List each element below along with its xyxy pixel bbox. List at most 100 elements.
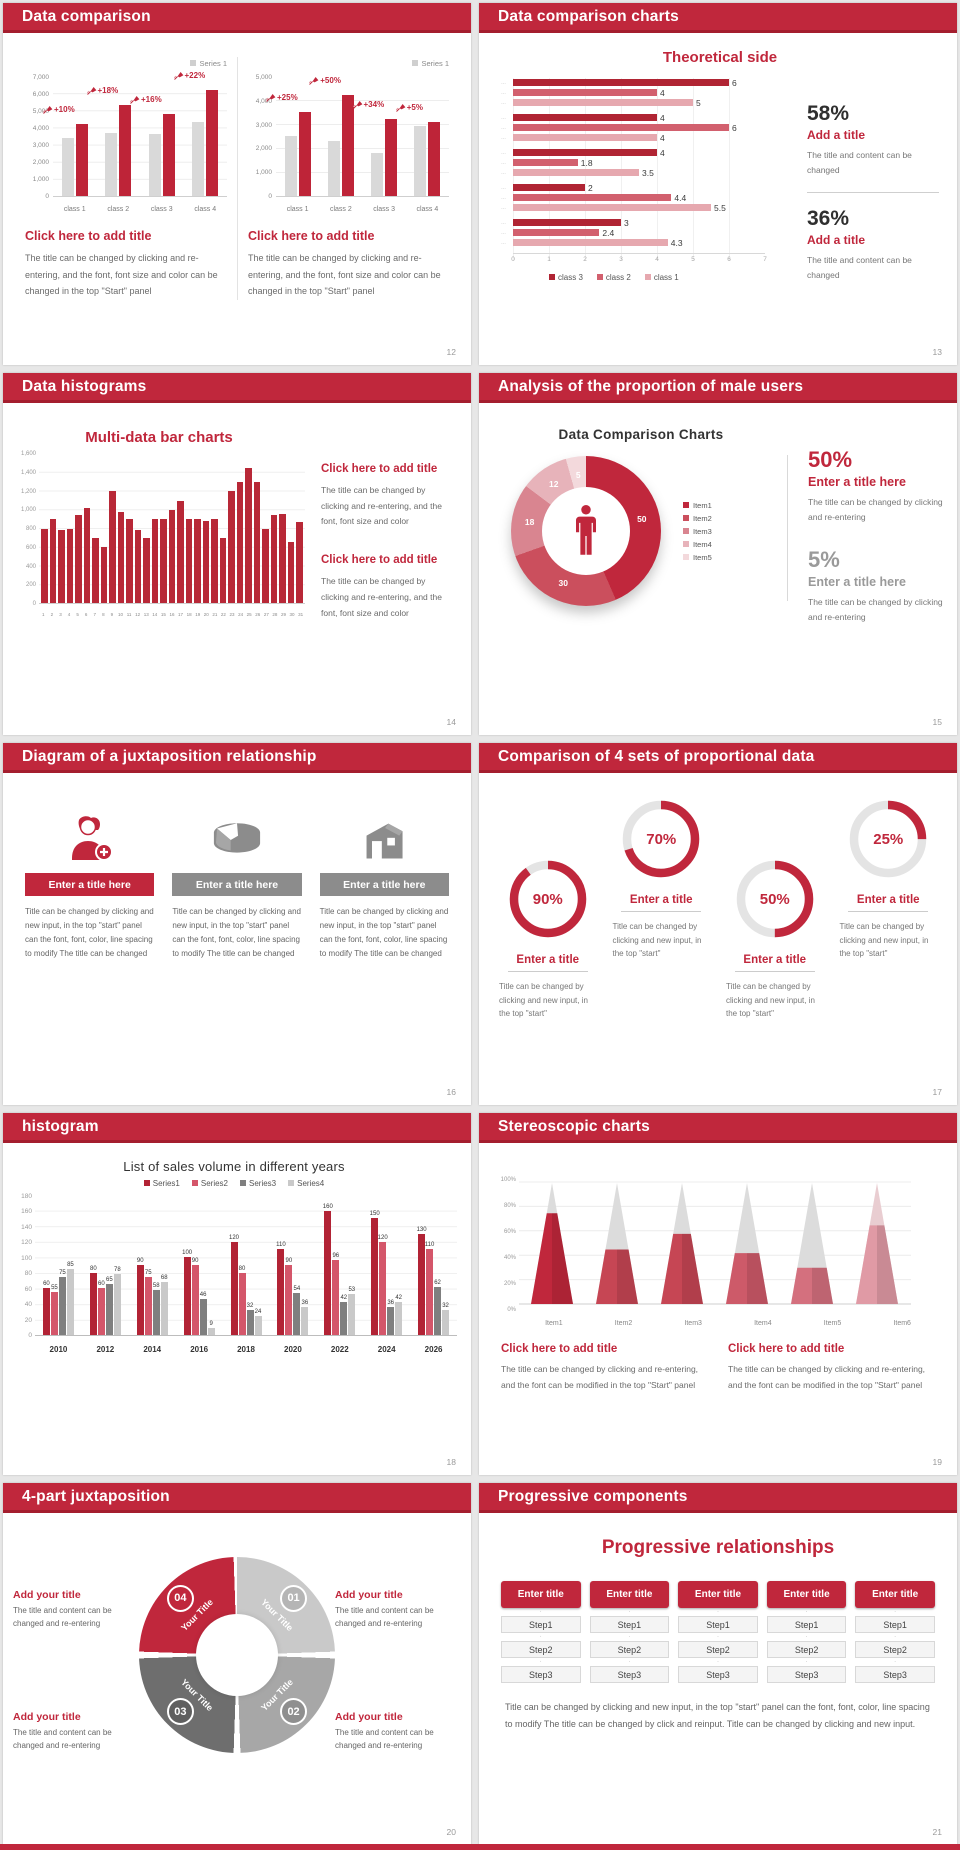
hbar (513, 239, 668, 246)
bar (270, 514, 278, 603)
bar (41, 528, 48, 603)
chart-legend: Item1 Item2 Item3 Item4 Item5 (683, 497, 712, 566)
enter-title-button: Enter title (766, 1581, 847, 1608)
value-label: 6 (732, 77, 737, 88)
pin-icon (309, 77, 319, 86)
slide-20-four-part[interactable]: 4-part juxtaposition Your Title 01 Your Ti… (3, 1483, 471, 1845)
building-icon (366, 823, 403, 859)
value-label: 78 (113, 1267, 121, 1274)
plot-area: +10% +18% +16% +22% (43, 71, 227, 197)
text-panel: Click here to add title The title can be… (493, 1343, 937, 1393)
bar-row: … 4.4 (501, 192, 793, 203)
bar-row: … 5.5 (501, 203, 793, 213)
bar-group: … 3… 2.4… 4.3 (501, 218, 793, 248)
slide-13-content: Theoretical side … 6… 4… 5… 4… 6… 4… 4… 1.8… 3.5…… (479, 33, 957, 283)
value-label: 42 (395, 1295, 403, 1302)
gauge-ring: 50% (733, 857, 817, 941)
bar-group: … 4… 6… 4 (501, 112, 793, 143)
bar-previous (148, 134, 161, 196)
diagram-title: Progressive relationships (601, 1537, 835, 1558)
bar (285, 1265, 293, 1335)
enter-title-button: Enter title (855, 1581, 935, 1608)
enter-title-button: Enter title (678, 1581, 758, 1608)
plot-area: 60 55 75 85 80 60 65 78 90 75 58 68 100 90 46 9 120 80 32 2… (35, 1196, 457, 1336)
slide-21-progressive[interactable]: Progressive components Progressive relat… (479, 1483, 957, 1845)
stat-percent: 58% (807, 102, 850, 125)
growth-badge: +10% (43, 104, 75, 114)
bar-group: … 6… 4… 5 (501, 77, 793, 108)
growth-badge: +50% (309, 75, 341, 85)
bar (49, 519, 57, 603)
value-label: 1.8 (580, 157, 593, 168)
step-box: Step2 (678, 1641, 758, 1658)
stat-percent: 50% (808, 447, 853, 472)
bar (254, 1316, 262, 1335)
slide-12-data-comparison[interactable]: Data comparison Series 1 7,000 6,000 5,000 4… (3, 3, 471, 365)
bar (426, 1249, 434, 1335)
slide-19-stereoscopic[interactable]: Stereoscopic charts 100% 80% 60% 40% 20% 0% It… (479, 1113, 957, 1475)
block-title: Click here to add title (321, 463, 438, 475)
block-title: Add your title (13, 1589, 81, 1601)
slide-15-male-users[interactable]: Analysis of the proportion of male users… (479, 373, 957, 735)
bar (177, 500, 184, 603)
slide-title: Data comparison (22, 7, 151, 25)
gauge-title: Enter a title (848, 894, 929, 912)
enter-title-button: Enter title (501, 1581, 581, 1608)
y-axis-labels: 180 160 140 120 100 80 60 40 20 0 (21, 1193, 32, 1339)
chart-legend: Series 1 (25, 57, 227, 69)
progressive-column: Enter title · Step1 · Step2 · Step3 (678, 1581, 758, 1683)
bar (117, 511, 125, 603)
value-label: 110 (276, 1242, 286, 1249)
bar-group: +25% (266, 77, 319, 196)
bar (293, 1293, 301, 1335)
connector-dot: · (628, 1609, 631, 1615)
connector-dot: · (805, 1634, 808, 1640)
gauge-body: Title can be changed by clicking and new… (839, 922, 929, 959)
bar-group: +16% (130, 77, 184, 196)
slide-16-juxtaposition[interactable]: Diagram of a juxtaposition relationship … (3, 743, 471, 1105)
bar (143, 537, 150, 603)
bar (199, 1299, 207, 1335)
bar-current (206, 89, 219, 196)
slide-20-content: Your Title 01 Your Title 02 Your Title 03 Your… (3, 1513, 471, 1842)
bar (262, 528, 269, 603)
value-label: 100 (182, 1250, 193, 1257)
connector-dot: · (539, 1659, 542, 1665)
gauge-body: Title can be changed by clicking and new… (612, 922, 702, 959)
slide-14-data-histograms[interactable]: Data histograms Multi-data bar charts 1,… (3, 373, 471, 735)
slide-21-content: Progressive relationships Enter title · St… (479, 1537, 957, 1733)
step-box: Step3 (766, 1666, 847, 1683)
bar-row: … 3.5 (501, 168, 793, 178)
slide-15-content: Data Comparison Charts 50 30 18 12 5 Item1 Ite… (479, 403, 957, 625)
stat-block: 50% Enter a title here The title can be … (808, 447, 943, 525)
stat-percent: 5% (808, 546, 840, 572)
value-label: 4 (660, 112, 665, 123)
bar (379, 1241, 387, 1335)
gauge-body: Title can be changed by clicking and new… (499, 982, 588, 1019)
growth-badge: +18% (86, 85, 118, 95)
stat-block: 36% Add a title The title and content ca… (807, 191, 939, 283)
slide-18-histogram[interactable]: histogram List of sales volume in differ… (3, 1113, 471, 1475)
segment-number: 03 (166, 1698, 194, 1726)
bar-current (428, 121, 441, 196)
slide-title: Stereoscopic charts (498, 1117, 650, 1135)
value-label: 4.4 (674, 192, 687, 203)
hbar (513, 149, 657, 156)
connector-dot: · (805, 1659, 808, 1665)
slide-header: Comparison of 4 sets of proportional dat… (479, 743, 957, 773)
stat-title: Enter a title here (808, 574, 906, 589)
juxtaposition-item: Enter a title here Title can be changed b… (25, 807, 155, 961)
block-body: The title can be changed by clicking and… (25, 253, 218, 297)
connector-dot: · (539, 1609, 542, 1615)
x-axis-labels: class 1 class 2 class 3 class 4 (286, 206, 439, 213)
slide-17-proportional-data[interactable]: Comparison of 4 sets of proportional dat… (479, 743, 957, 1105)
slide-13-data-comparison-charts[interactable]: Data comparison charts Theoretical side … (479, 3, 957, 365)
bar (160, 1282, 168, 1335)
gauge-ring: 90% (506, 857, 590, 941)
slice-label: 50 (637, 514, 647, 525)
bar (185, 519, 193, 603)
bar (168, 509, 176, 603)
bar-row: … 2.4 (501, 228, 793, 238)
bar-row: … 3 (501, 218, 793, 228)
bar (42, 1288, 50, 1335)
